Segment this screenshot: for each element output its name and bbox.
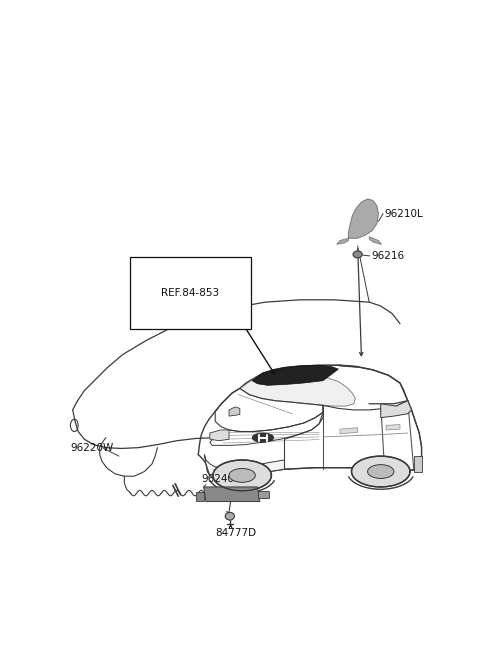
Text: 84777D: 84777D — [215, 528, 256, 538]
Polygon shape — [210, 430, 229, 441]
Ellipse shape — [351, 456, 410, 487]
Text: 96240D: 96240D — [201, 474, 242, 484]
Polygon shape — [258, 491, 269, 499]
Polygon shape — [240, 370, 355, 406]
Polygon shape — [252, 365, 338, 385]
Polygon shape — [381, 401, 411, 418]
Text: 96220W: 96220W — [71, 443, 114, 453]
Text: 96216: 96216 — [372, 251, 405, 261]
Ellipse shape — [213, 460, 271, 491]
Polygon shape — [204, 487, 260, 501]
Polygon shape — [340, 428, 358, 434]
Polygon shape — [369, 237, 382, 244]
Text: 96210L: 96210L — [384, 208, 423, 219]
Text: REF.84-853: REF.84-853 — [161, 288, 219, 298]
Ellipse shape — [229, 468, 255, 482]
Polygon shape — [196, 491, 204, 501]
Ellipse shape — [353, 251, 362, 258]
Polygon shape — [229, 407, 240, 416]
Polygon shape — [386, 424, 400, 430]
Ellipse shape — [368, 464, 394, 478]
Polygon shape — [337, 238, 348, 244]
Ellipse shape — [252, 433, 274, 442]
Polygon shape — [414, 456, 421, 472]
Polygon shape — [204, 455, 285, 479]
Ellipse shape — [225, 512, 234, 520]
Polygon shape — [348, 199, 378, 238]
